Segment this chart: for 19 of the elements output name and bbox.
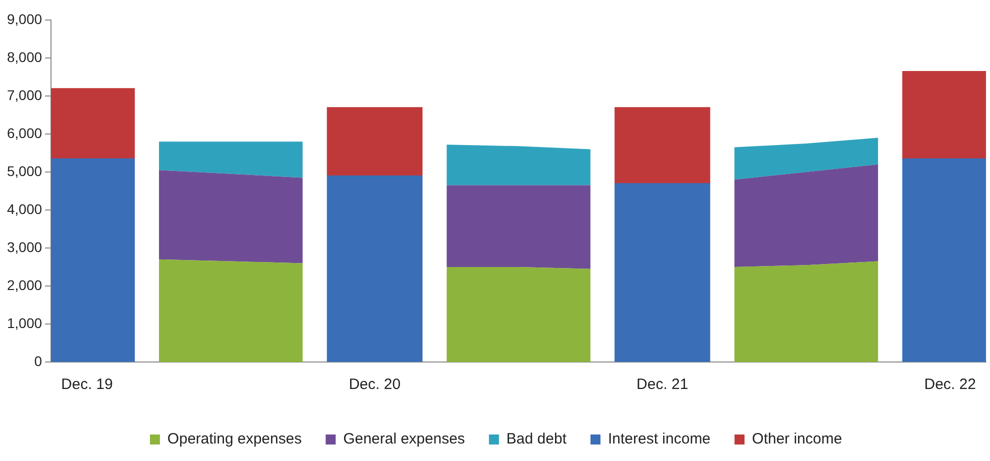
legend-label: General expenses: [343, 430, 465, 448]
legend-label: Interest income: [608, 430, 711, 448]
legend-label: Operating expenses: [167, 430, 302, 448]
y-tick-label: 2,000: [6, 276, 42, 293]
x-tick-label: Dec. 19: [61, 376, 113, 394]
legend-label: Bad debt: [506, 430, 568, 448]
x-tick-label: Dec. 22: [924, 376, 976, 394]
y-tick-label: 8,000: [6, 48, 42, 65]
y-tick-label: 9,000: [6, 10, 42, 27]
y-tick-label: 4,000: [6, 200, 42, 217]
y-tick-label: 0: [34, 352, 42, 369]
x-tick-label: Dec. 20: [348, 376, 401, 394]
y-tick-label: 6,000: [6, 124, 42, 141]
y-tick-label: 1,000: [6, 314, 42, 331]
y-tick-label: 7,000: [6, 86, 42, 103]
x-tick-label: Dec. 21: [636, 376, 688, 394]
y-tick-label: 5,000: [6, 162, 42, 179]
y-tick-label: 3,000: [6, 238, 42, 255]
legend-label: Other income: [752, 430, 842, 448]
